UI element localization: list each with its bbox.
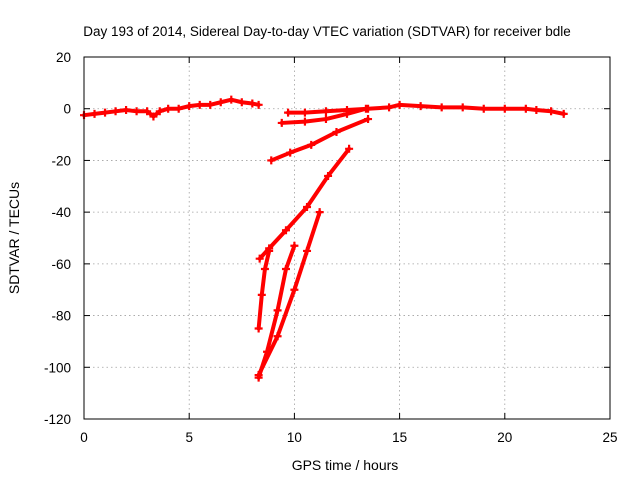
- x-tick-label: 25: [602, 430, 617, 445]
- data-point: [290, 285, 299, 294]
- data-point: [164, 104, 173, 113]
- data-point: [122, 106, 131, 115]
- data-point: [281, 226, 290, 235]
- data-point: [547, 107, 556, 116]
- y-tick-label: -80: [51, 309, 71, 324]
- data-point: [195, 100, 204, 109]
- data-point: [290, 241, 299, 250]
- data-point: [111, 107, 120, 116]
- data-point: [185, 102, 194, 111]
- data-point: [281, 265, 290, 274]
- data-point: [300, 108, 309, 117]
- x-tick-label: 10: [287, 430, 302, 445]
- chart-title: Day 193 of 2014, Sidereal Day-to-day VTE…: [83, 24, 570, 39]
- data-point: [174, 104, 183, 113]
- data-point: [155, 107, 164, 116]
- series-line-segment-6: [256, 248, 272, 331]
- x-tick-label: 5: [185, 430, 193, 445]
- data-point: [416, 102, 425, 111]
- series-line-segment-2: [286, 102, 566, 116]
- data-point: [559, 109, 568, 118]
- data-point: [216, 98, 225, 107]
- data-point: [273, 332, 282, 341]
- data-point: [257, 290, 266, 299]
- data-point: [300, 117, 309, 126]
- data-point: [324, 171, 333, 180]
- data-point: [303, 246, 312, 255]
- data-point: [361, 104, 370, 113]
- data-point: [315, 208, 324, 217]
- data-point: [284, 108, 293, 117]
- data-point: [437, 103, 446, 112]
- data-point: [458, 103, 467, 112]
- data-point: [248, 99, 257, 108]
- data-series: [80, 95, 568, 382]
- data-point: [149, 112, 158, 121]
- grid: [84, 57, 610, 419]
- data-point: [364, 115, 373, 124]
- series-line-segment-4: [269, 117, 371, 163]
- data-point: [321, 107, 330, 116]
- data-point: [343, 109, 351, 118]
- data-point: [265, 246, 274, 255]
- data-point: [521, 104, 530, 113]
- data-point: [227, 95, 236, 104]
- data-point: [132, 107, 141, 116]
- data-point: [303, 202, 312, 211]
- data-point: [101, 108, 110, 117]
- data-point: [237, 98, 246, 107]
- data-point: [321, 115, 330, 124]
- data-point: [254, 324, 263, 333]
- y-tick-label: -40: [51, 205, 71, 220]
- data-point: [277, 118, 286, 127]
- x-axis-label: GPS time / hours: [292, 457, 399, 473]
- data-point: [260, 265, 269, 274]
- axis-ticks: 0 5 10 15 20 25 -120 -100 -80 -60 -40 -20 0 20: [44, 50, 618, 445]
- y-tick-label: -60: [51, 257, 71, 272]
- data-point: [143, 107, 152, 116]
- x-tick-label: 20: [497, 430, 512, 445]
- y-tick-label: 20: [56, 50, 71, 65]
- data-point: [255, 254, 264, 263]
- y-tick-label: -120: [44, 412, 71, 427]
- data-point: [345, 144, 354, 153]
- data-point: [286, 148, 295, 157]
- y-tick-label: 0: [63, 102, 71, 117]
- data-point: [385, 103, 394, 112]
- series-line-segment-5: [257, 146, 352, 261]
- y-tick-label: -100: [44, 360, 71, 375]
- data-point: [532, 106, 541, 115]
- data-point: [479, 104, 488, 113]
- y-axis-label: SDTVAR / TECUs: [6, 182, 22, 294]
- data-point: [332, 127, 341, 136]
- data-point: [307, 140, 316, 149]
- data-point: [395, 100, 404, 109]
- data-point: [273, 306, 282, 315]
- data-point: [206, 100, 215, 109]
- y-tick-label: -20: [51, 153, 71, 168]
- plot-frame: [83, 56, 611, 420]
- data-point: [90, 109, 99, 118]
- data-point: [254, 100, 263, 109]
- data-point: [267, 156, 276, 165]
- x-tick-label: 0: [80, 430, 88, 445]
- data-point: [500, 104, 509, 113]
- data-point: [254, 371, 263, 380]
- x-tick-label: 15: [392, 430, 407, 445]
